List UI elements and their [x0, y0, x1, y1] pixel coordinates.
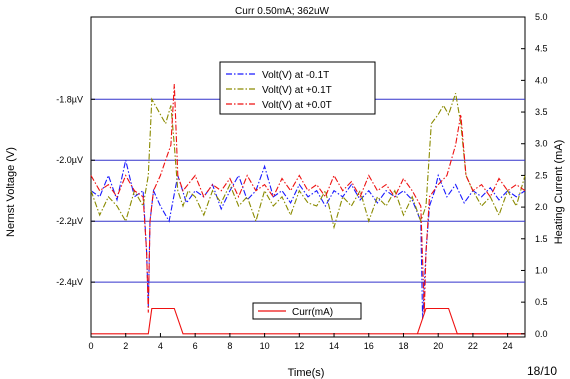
corner-text: 18/10	[527, 364, 557, 378]
series-line-1	[90, 93, 526, 230]
x-axis: 0 2 4 6 8 10 12 14 16 18 20 22 24	[88, 333, 513, 351]
series-line-2	[90, 83, 526, 313]
legend: Volt(V) at -0.1T Volt(V) at +0.1T Volt(V) …	[219, 61, 376, 115]
x-tick-label-10: 20	[433, 341, 443, 351]
y-right-tick-label-1: 0.5	[535, 297, 548, 307]
y-right-tick-label-3: 1.5	[535, 234, 548, 244]
y-right-tick-label-0: 0.0	[535, 329, 548, 339]
x-tick-label-1: 2	[123, 341, 128, 351]
series-line-3-b	[416, 307, 525, 335]
y-right-tick-label-4: 2.0	[535, 202, 548, 212]
legend-label-2: Volt(V) at +0.0T	[262, 100, 332, 111]
legend-label-1: Volt(V) at +0.1T	[262, 85, 332, 96]
legend-label-0: Volt(V) at -0.1T	[262, 70, 329, 81]
x-tick-label-11: 22	[468, 341, 478, 351]
y-right-tick-label-6: 3.0	[535, 139, 548, 149]
y-left-tick-label-2: -2.2µV	[56, 216, 83, 226]
x-tick-label-9: 18	[398, 341, 408, 351]
y-left-tick-label-0: -1.8µV	[56, 94, 83, 104]
x-tick-label-0: 0	[88, 341, 93, 351]
curr-legend: Curr(mA)	[252, 302, 362, 320]
x-tick-label-3: 6	[193, 341, 198, 351]
x-tick-label-2: 4	[158, 341, 163, 351]
x-tick-label-8: 16	[364, 341, 374, 351]
x-tick-label-4: 8	[227, 341, 232, 351]
y-axis-right: 0.0 0.5 1.0 1.5 2.0 2.5 3.0 3.5 4.0 4.5 5.0	[521, 12, 548, 339]
x-tick-label-5: 10	[260, 341, 270, 351]
y-right-tick-label-5: 2.5	[535, 170, 548, 180]
x-tick-label-12: 24	[503, 341, 513, 351]
y-right-tick-label-7: 3.5	[535, 107, 548, 117]
y-right-tick-label-2: 1.0	[535, 265, 548, 275]
x-axis-title: Time(s)	[288, 367, 325, 379]
y-axis-left-title: Nernst Voltage (V)	[5, 147, 17, 237]
y-right-tick-label-9: 4.5	[535, 44, 548, 54]
series-line-3	[91, 307, 525, 335]
series-layer	[90, 83, 526, 335]
x-tick-label-6: 12	[294, 341, 304, 351]
y-axis-left: -1.8µV -2.0µV -2.2µV -2.4µV	[56, 94, 95, 287]
x-tick-label-7: 14	[329, 341, 339, 351]
y-left-tick-label-3: -2.4µV	[56, 277, 83, 287]
y-left-tick-label-1: -2.0µV	[56, 155, 83, 165]
curr-legend-label: Curr(mA)	[292, 307, 333, 318]
y-axis-right-title: Heating Current (mA)	[553, 140, 565, 245]
y-right-tick-label-8: 4.0	[535, 75, 548, 85]
legend-box	[219, 61, 376, 115]
chart-title: Curr 0.50mA; 362uW	[235, 6, 329, 17]
curr-legend-box	[252, 302, 362, 320]
y-right-tick-label-10: 5.0	[535, 12, 548, 22]
